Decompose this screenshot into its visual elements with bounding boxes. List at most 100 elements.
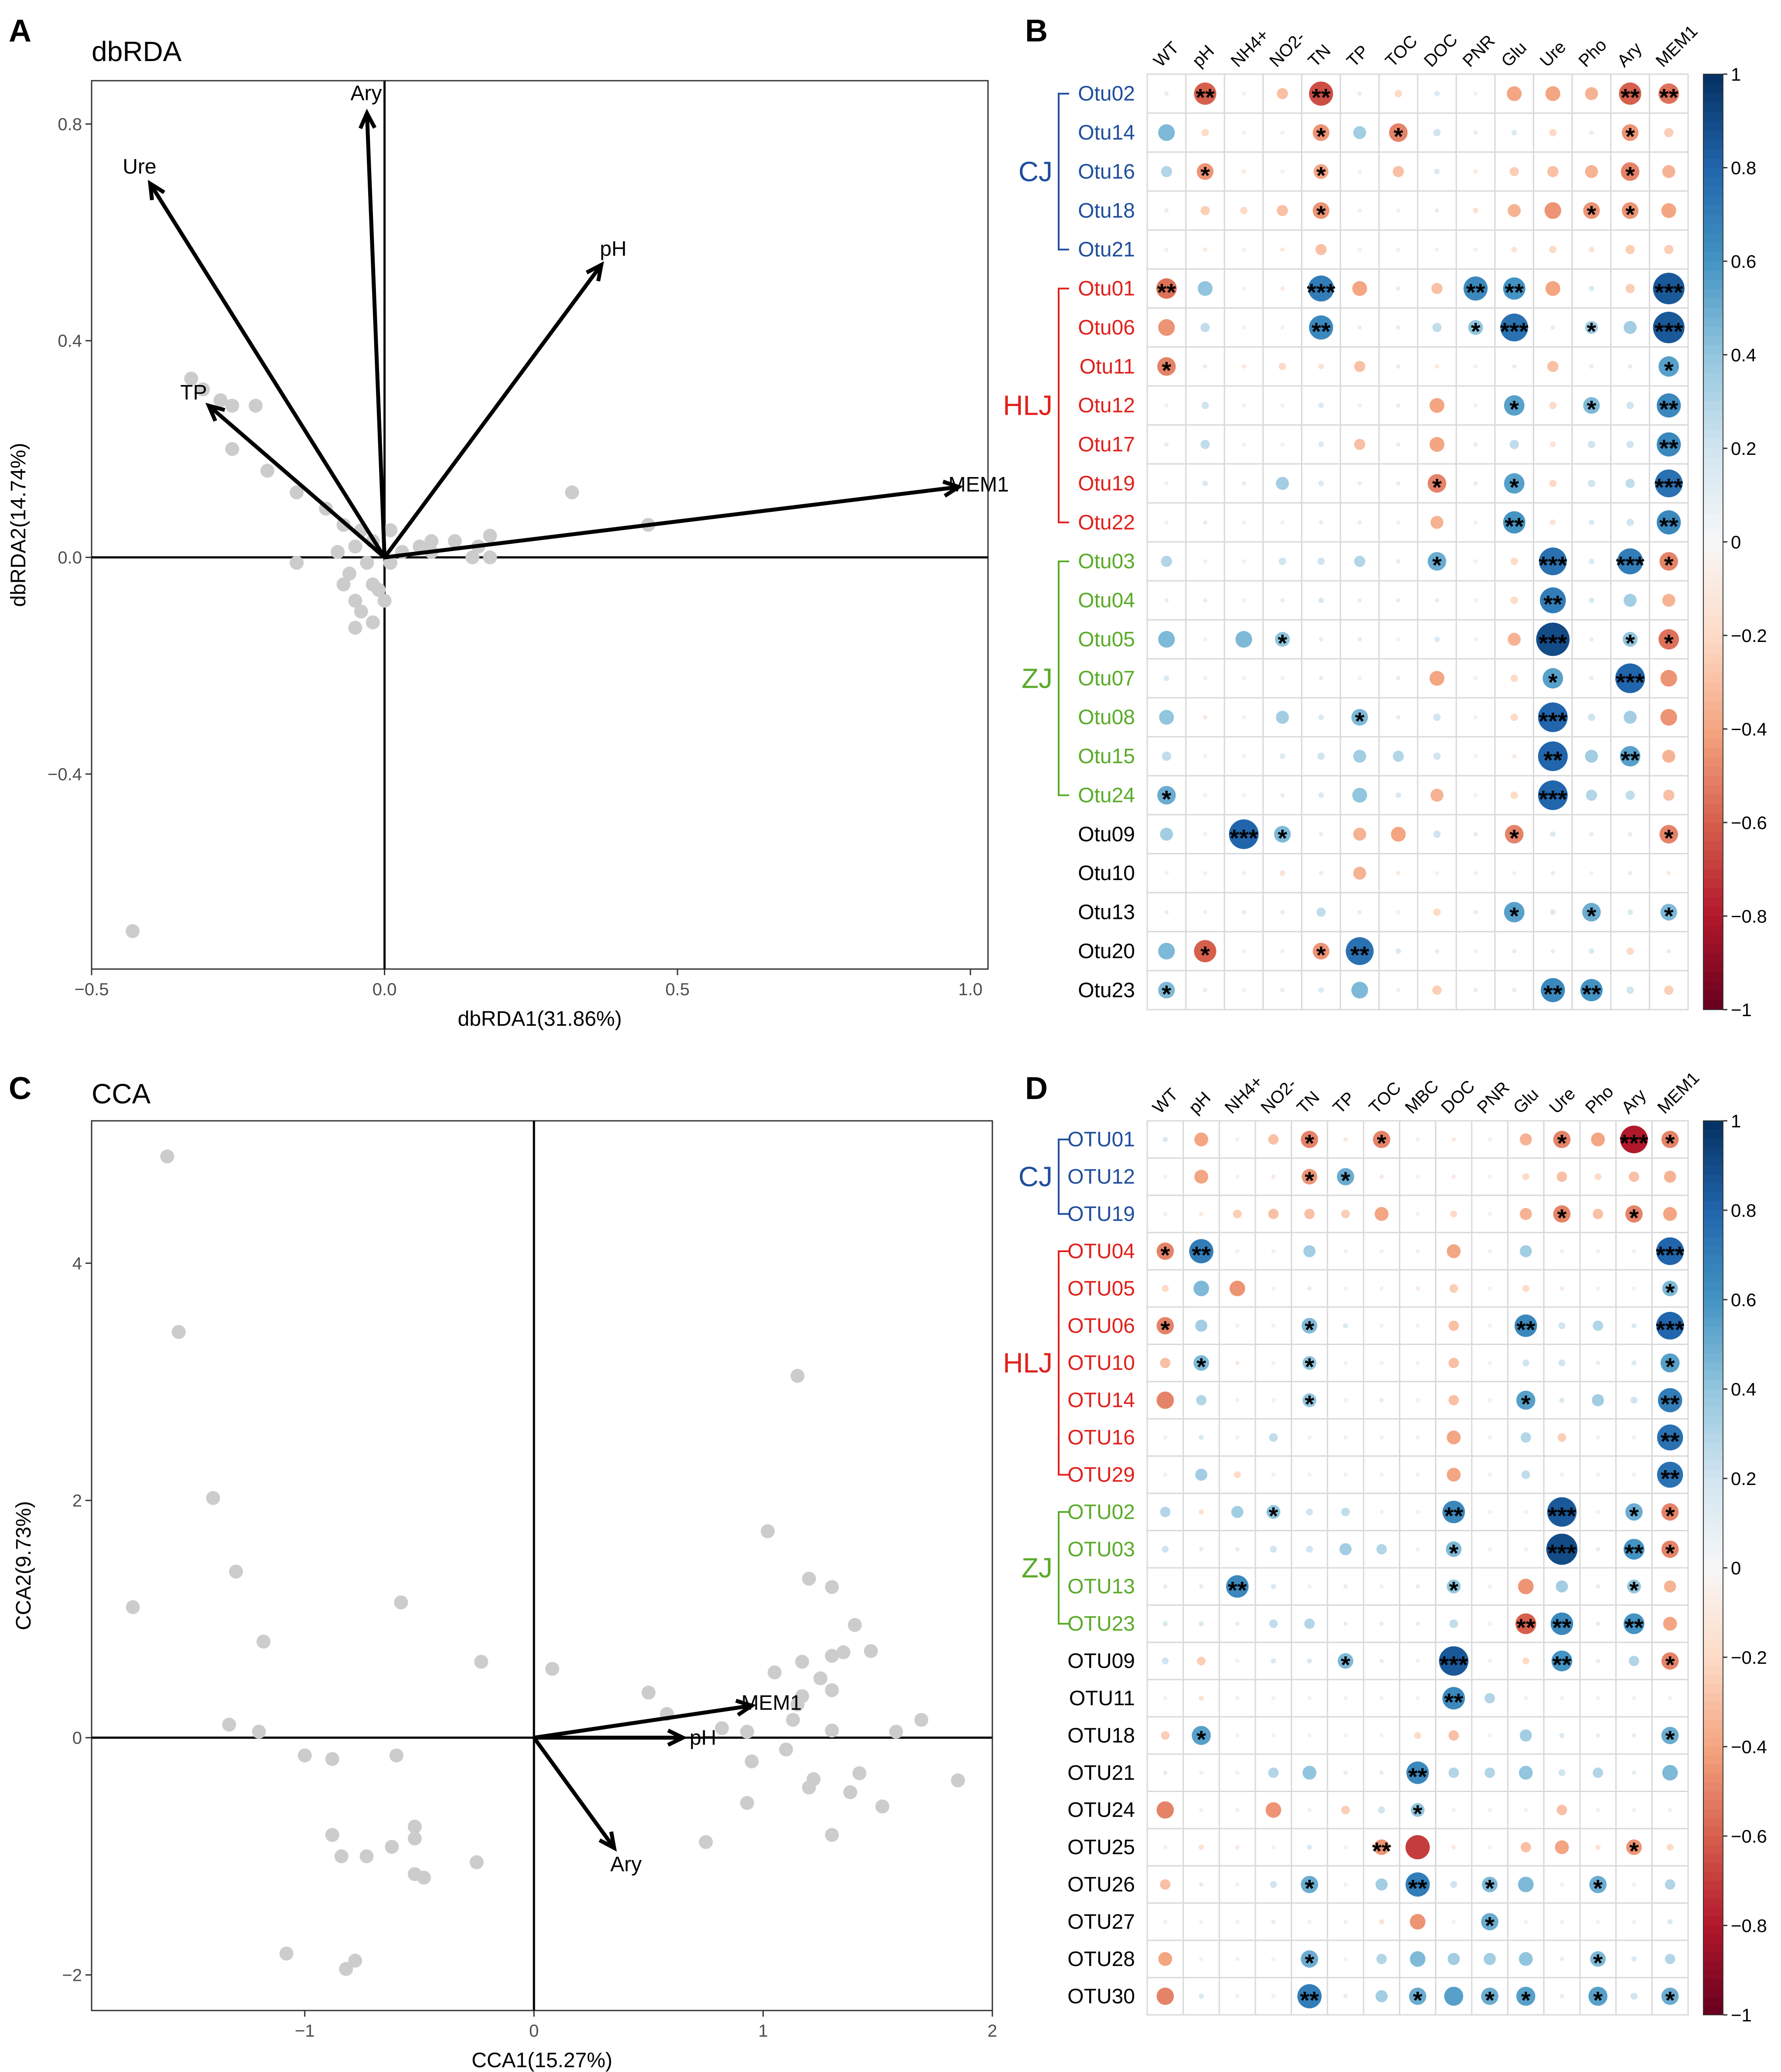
correlation-circle <box>1391 826 1406 842</box>
correlation-circle <box>1596 1472 1600 1477</box>
colorbar-step <box>1703 1362 1723 1372</box>
colorbar-step <box>1703 1809 1723 1819</box>
colorbar-tick-label: −0.8 <box>1731 906 1767 927</box>
correlation-circle <box>1508 633 1521 646</box>
sample-point <box>389 1748 403 1763</box>
correlation-circle <box>1550 909 1556 915</box>
correlation-circle <box>1660 904 1677 921</box>
significance-mark: * <box>1664 356 1674 384</box>
correlation-circle <box>1357 520 1362 525</box>
correlation-circle <box>1433 129 1441 137</box>
correlation-circle <box>1522 1173 1529 1181</box>
colorbar-step <box>1703 1737 1723 1747</box>
correlation-circle <box>1396 598 1401 603</box>
correlation-circle <box>1162 1285 1169 1292</box>
colorbar-step <box>1703 775 1723 786</box>
colorbar-step <box>1703 907 1723 917</box>
correlation-circle <box>1346 937 1374 965</box>
correlation-circle <box>1435 208 1439 213</box>
colorbar-step <box>1703 1451 1723 1461</box>
correlation-circle <box>1156 1317 1174 1335</box>
sample-point <box>761 1524 775 1539</box>
loading-arrow <box>148 182 386 559</box>
colorbar-step <box>1703 270 1723 280</box>
correlation-circle <box>1511 130 1517 136</box>
row-label: Otu22 <box>1078 511 1135 534</box>
correlation-circle <box>1162 1621 1168 1627</box>
correlation-circle <box>1511 246 1517 253</box>
colorbar-step <box>1703 729 1723 739</box>
loading-arrow <box>532 1736 616 1850</box>
colorbar-step <box>1703 457 1723 468</box>
significance-mark: ** <box>1157 279 1176 306</box>
colorbar-step <box>1703 373 1723 383</box>
sample-point <box>290 485 304 499</box>
row-label: Otu23 <box>1078 979 1135 1002</box>
correlation-circle <box>1235 1956 1240 1961</box>
correlation-circle <box>1657 510 1681 535</box>
sample-point <box>339 1962 353 1976</box>
correlation-circle <box>1309 82 1333 106</box>
sample-point <box>348 594 362 608</box>
correlation-circle <box>1522 1359 1529 1367</box>
correlation-circle <box>1301 1876 1318 1893</box>
correlation-circle <box>1307 1472 1312 1477</box>
row-label: OTU10 <box>1067 1352 1135 1375</box>
colorbar-step <box>1703 804 1723 814</box>
significance-mark: ** <box>1543 591 1562 618</box>
correlation-circle <box>1512 988 1517 993</box>
heatmap-cell <box>1326 1977 1364 2016</box>
correlation-circle <box>1396 247 1401 252</box>
colorbar-step <box>1703 308 1723 318</box>
significance-mark: ** <box>1661 1464 1680 1492</box>
correlation-circle <box>1415 1509 1420 1514</box>
colorbar-step <box>1703 1621 1723 1631</box>
correlation-circle <box>1625 245 1635 254</box>
correlation-circle <box>1665 1879 1675 1890</box>
colorbar-step <box>1703 214 1723 225</box>
correlation-circle <box>1668 1696 1672 1700</box>
correlation-circle <box>1657 432 1681 457</box>
correlation-circle <box>1343 1435 1348 1440</box>
correlation-circle <box>1588 440 1596 448</box>
colorbar-step <box>1703 1505 1723 1515</box>
correlation-circle <box>1596 1547 1600 1552</box>
significance-mark: * <box>1305 1949 1314 1976</box>
significance-mark: ** <box>1543 980 1562 1007</box>
correlation-circle <box>1665 1953 1675 1964</box>
sample-point <box>740 1796 754 1810</box>
correlation-circle <box>1512 754 1517 759</box>
heatmap-cell <box>1435 1567 1473 1606</box>
correlation-circle <box>1280 793 1285 798</box>
correlation-circle <box>1596 1659 1600 1663</box>
significance-mark: * <box>1316 201 1326 228</box>
correlation-circle <box>1235 1770 1240 1775</box>
correlation-circle <box>1658 1388 1682 1413</box>
significance-mark: * <box>1629 1577 1639 1604</box>
row-label: OTU28 <box>1067 1948 1135 1971</box>
correlation-circle <box>1162 1657 1169 1665</box>
correlation-circle <box>1203 871 1207 876</box>
correlation-circle <box>1666 871 1671 876</box>
heatmap-cell <box>1262 463 1302 504</box>
row-label: Otu12 <box>1078 394 1135 417</box>
correlation-circle <box>1197 281 1213 296</box>
colorbar-step <box>1703 1219 1723 1229</box>
significance-mark: * <box>1664 902 1674 930</box>
correlation-circle <box>1444 1987 1463 2006</box>
y-tick-label: 0 <box>72 1728 82 1748</box>
group-label: CJ <box>1019 156 1053 187</box>
significance-mark: * <box>1485 1986 1494 2014</box>
colorbar-step <box>1703 1934 1723 1944</box>
correlation-circle <box>1357 325 1362 330</box>
correlation-circle <box>1664 985 1674 995</box>
correlation-circle <box>1487 1808 1492 1813</box>
significance-mark: *** <box>1656 1241 1685 1269</box>
correlation-circle <box>1558 1322 1566 1329</box>
correlation-circle <box>1235 1696 1240 1700</box>
correlation-circle <box>1280 676 1285 681</box>
correlation-circle <box>1306 1546 1313 1553</box>
correlation-circle <box>1500 314 1528 341</box>
correlation-circle <box>1519 1765 1533 1780</box>
colorbar-step <box>1703 841 1723 851</box>
